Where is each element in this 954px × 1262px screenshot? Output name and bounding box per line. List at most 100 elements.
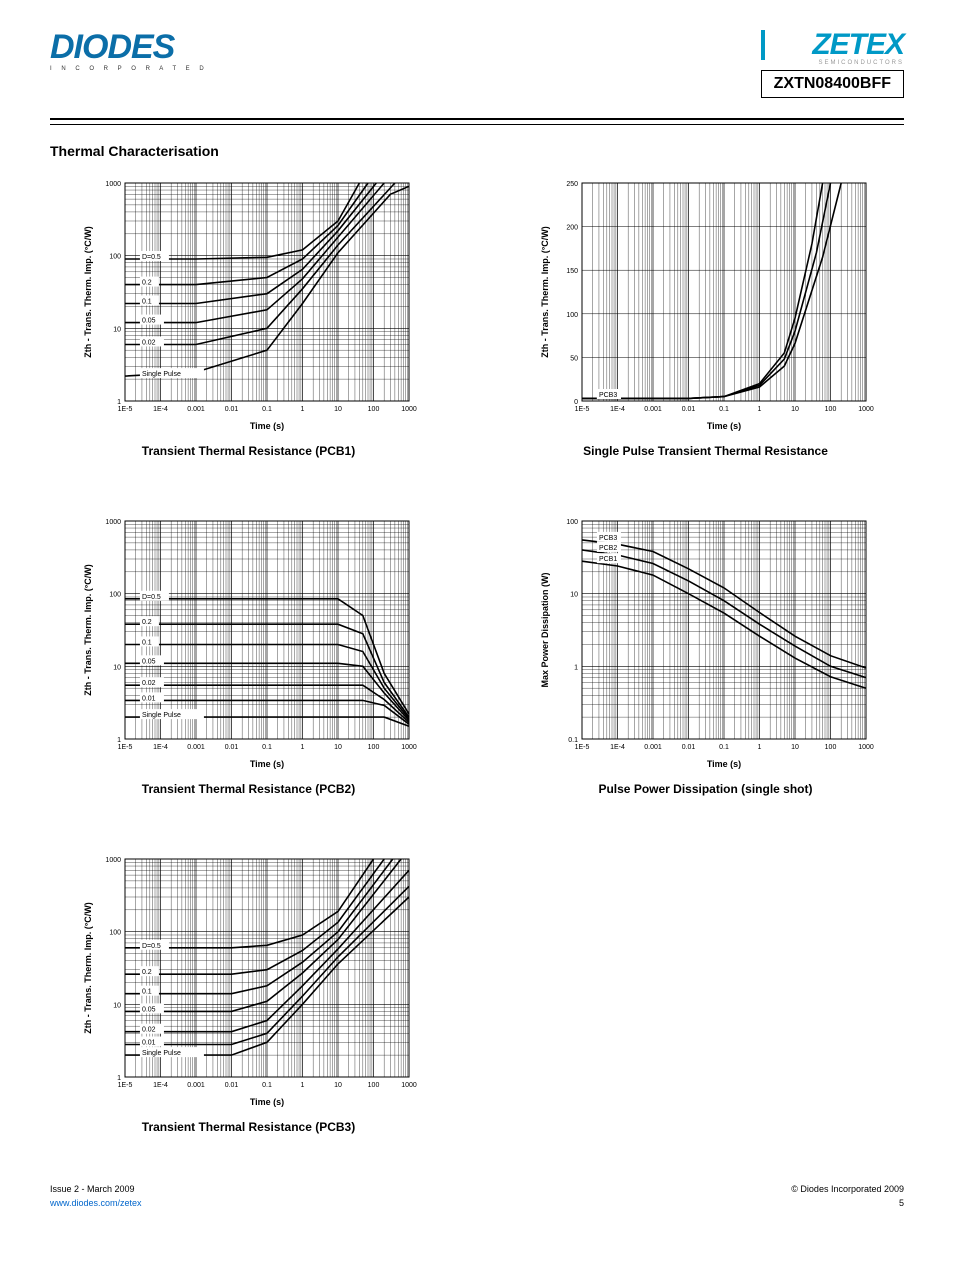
chart-title: Transient Thermal Resistance (PCB2)	[79, 782, 419, 796]
svg-text:1000: 1000	[858, 744, 874, 751]
footer-copyright: © Diodes Incorporated 2009	[791, 1184, 904, 1194]
svg-text:1000: 1000	[105, 181, 121, 188]
diodes-wordmark: DIODES	[50, 30, 208, 64]
svg-text:0.01: 0.01	[141, 1040, 155, 1047]
page-header: DIODES I N C O R P O R A T E D ZETEX SEM…	[50, 30, 904, 98]
svg-text:1: 1	[300, 406, 304, 413]
svg-text:Single Pulse: Single Pulse	[141, 1050, 180, 1057]
svg-text:1E-4: 1E-4	[610, 744, 625, 751]
svg-text:100: 100	[367, 744, 379, 751]
svg-text:10: 10	[334, 744, 342, 751]
svg-text:Single Pulse: Single Pulse	[141, 371, 180, 378]
chart-tl: 1E-51E-40.0010.010.111010010001101001000…	[79, 175, 419, 458]
svg-text:100: 100	[109, 254, 121, 261]
svg-text:0.2: 0.2	[141, 619, 151, 626]
svg-text:0.05: 0.05	[141, 318, 155, 325]
svg-text:0.1: 0.1	[262, 406, 272, 413]
svg-text:10: 10	[570, 592, 578, 599]
svg-text:Zth - Trans. Therm. Imp. (°C/W: Zth - Trans. Therm. Imp. (°C/W)	[540, 226, 550, 358]
zetex-subline: SEMICONDUCTORS	[761, 60, 904, 66]
svg-text:1E-5: 1E-5	[574, 406, 589, 413]
svg-text:1000: 1000	[858, 406, 874, 413]
svg-text:Time (s): Time (s)	[249, 759, 283, 769]
svg-text:Max Power Dissipation (W): Max Power Dissipation (W)	[540, 572, 550, 687]
footer-page: 5	[899, 1198, 904, 1208]
svg-text:1: 1	[300, 1082, 304, 1089]
chart-title: Transient Thermal Resistance (PCB1)	[79, 444, 419, 458]
chart-svg: 1E-51E-40.0010.010.111010010000.1110100T…	[536, 513, 876, 773]
svg-text:0.05: 0.05	[141, 658, 155, 665]
svg-text:Time (s): Time (s)	[249, 421, 283, 431]
svg-text:0.01: 0.01	[681, 744, 695, 751]
svg-text:1E-4: 1E-4	[153, 744, 168, 751]
svg-text:1: 1	[574, 664, 578, 671]
diodes-tagline: I N C O R P O R A T E D	[50, 66, 208, 72]
svg-text:0.01: 0.01	[224, 1082, 238, 1089]
svg-text:0.1: 0.1	[141, 989, 151, 996]
svg-text:0: 0	[574, 399, 578, 406]
chart-ml: 1E-51E-40.0010.010.111010010001101001000…	[79, 513, 419, 796]
svg-text:0.02: 0.02	[141, 339, 155, 346]
svg-text:0.1: 0.1	[141, 639, 151, 646]
svg-text:200: 200	[566, 225, 578, 232]
divider-top	[50, 118, 904, 120]
svg-text:0.001: 0.001	[187, 406, 205, 413]
svg-text:250: 250	[566, 181, 578, 188]
svg-text:10: 10	[791, 406, 799, 413]
svg-text:0.001: 0.001	[644, 744, 662, 751]
svg-text:0.01: 0.01	[224, 744, 238, 751]
svg-text:1E-4: 1E-4	[153, 1082, 168, 1089]
svg-text:10: 10	[113, 1002, 121, 1009]
svg-text:Zth - Trans. Therm. Imp. (°C/W: Zth - Trans. Therm. Imp. (°C/W)	[83, 902, 93, 1034]
chart-bl: 1E-51E-40.0010.010.111010010001101001000…	[79, 851, 419, 1134]
svg-text:1E-4: 1E-4	[153, 406, 168, 413]
chart-svg: 1E-51E-40.0010.010.111010010001101001000…	[79, 175, 419, 435]
footer-url[interactable]: www.diodes.com/zetex	[50, 1198, 142, 1208]
chart-svg: 1E-51E-40.0010.010.111010010001101001000…	[79, 851, 419, 1111]
svg-text:150: 150	[566, 268, 578, 275]
svg-text:1E-5: 1E-5	[574, 744, 589, 751]
svg-text:D=0.5: D=0.5	[141, 943, 160, 950]
svg-text:Time (s): Time (s)	[706, 421, 740, 431]
svg-text:0.02: 0.02	[141, 680, 155, 687]
svg-text:100: 100	[367, 1082, 379, 1089]
chart-tr: 1E-51E-40.0010.010.111010010000501001502…	[536, 175, 876, 458]
svg-text:0.1: 0.1	[719, 406, 729, 413]
svg-text:0.2: 0.2	[141, 280, 151, 287]
svg-text:1000: 1000	[401, 744, 417, 751]
svg-text:10: 10	[791, 744, 799, 751]
svg-text:0.01: 0.01	[681, 406, 695, 413]
svg-text:100: 100	[109, 930, 121, 937]
divider-top-2	[50, 124, 904, 125]
svg-text:0.1: 0.1	[141, 298, 151, 305]
svg-text:1E-5: 1E-5	[117, 1082, 132, 1089]
svg-text:PCB1: PCB1	[598, 556, 616, 563]
svg-text:100: 100	[824, 744, 836, 751]
svg-text:0.1: 0.1	[568, 737, 578, 744]
svg-text:0.1: 0.1	[262, 1082, 272, 1089]
svg-text:1: 1	[117, 1075, 121, 1082]
svg-text:PCB2: PCB2	[598, 545, 616, 552]
svg-text:1: 1	[117, 737, 121, 744]
svg-text:100: 100	[824, 406, 836, 413]
chart-svg: 1E-51E-40.0010.010.111010010000501001502…	[536, 175, 876, 435]
svg-text:1000: 1000	[105, 857, 121, 864]
section-title: Thermal Characterisation	[50, 143, 904, 159]
svg-text:Zth - Trans. Therm. Imp. (°C/W: Zth - Trans. Therm. Imp. (°C/W)	[83, 564, 93, 696]
svg-text:1: 1	[757, 406, 761, 413]
chart-svg: 1E-51E-40.0010.010.111010010001101001000…	[79, 513, 419, 773]
svg-text:1E-4: 1E-4	[610, 406, 625, 413]
svg-text:Zth - Trans. Therm. Imp. (°C/W: Zth - Trans. Therm. Imp. (°C/W)	[83, 226, 93, 358]
svg-text:0.1: 0.1	[262, 744, 272, 751]
svg-text:0.02: 0.02	[141, 1027, 155, 1034]
svg-text:0.001: 0.001	[644, 406, 662, 413]
svg-text:10: 10	[334, 406, 342, 413]
svg-text:Single Pulse: Single Pulse	[141, 712, 180, 719]
chart-title: Transient Thermal Resistance (PCB3)	[79, 1120, 419, 1134]
svg-text:Time (s): Time (s)	[706, 759, 740, 769]
svg-text:1000: 1000	[401, 1082, 417, 1089]
svg-text:100: 100	[566, 312, 578, 319]
svg-text:D=0.5: D=0.5	[141, 254, 160, 261]
chart-mr: 1E-51E-40.0010.010.111010010000.1110100T…	[536, 513, 876, 796]
svg-text:1E-5: 1E-5	[117, 406, 132, 413]
